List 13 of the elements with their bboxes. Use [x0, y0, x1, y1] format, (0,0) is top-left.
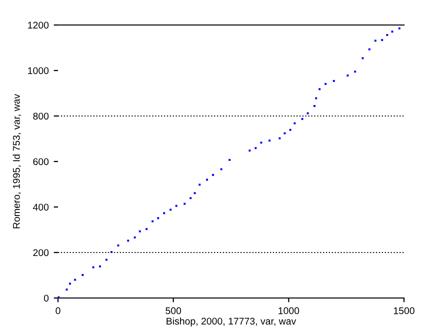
x-axis-title: Bishop, 2000, 17773, var, wav	[166, 317, 296, 327]
y-tick-label: 1200	[28, 22, 49, 29]
y-axis-title: Romero, 1995, Id 753, var, wav	[12, 94, 22, 228]
y-tick-label: 800	[33, 112, 49, 120]
x-tick-label: 0	[56, 307, 60, 314]
x-tick-label: 1000	[278, 307, 300, 314]
y-tick-label: 400	[32, 204, 49, 211]
y-tick-label: 1000	[28, 67, 49, 74]
x-tick-label: 1500	[394, 307, 414, 314]
y-tick-label: 600	[33, 158, 49, 166]
y-tick-label: 200	[33, 249, 49, 256]
y-tick-label: 0	[44, 294, 49, 302]
x-tick-label: 500	[166, 307, 182, 314]
